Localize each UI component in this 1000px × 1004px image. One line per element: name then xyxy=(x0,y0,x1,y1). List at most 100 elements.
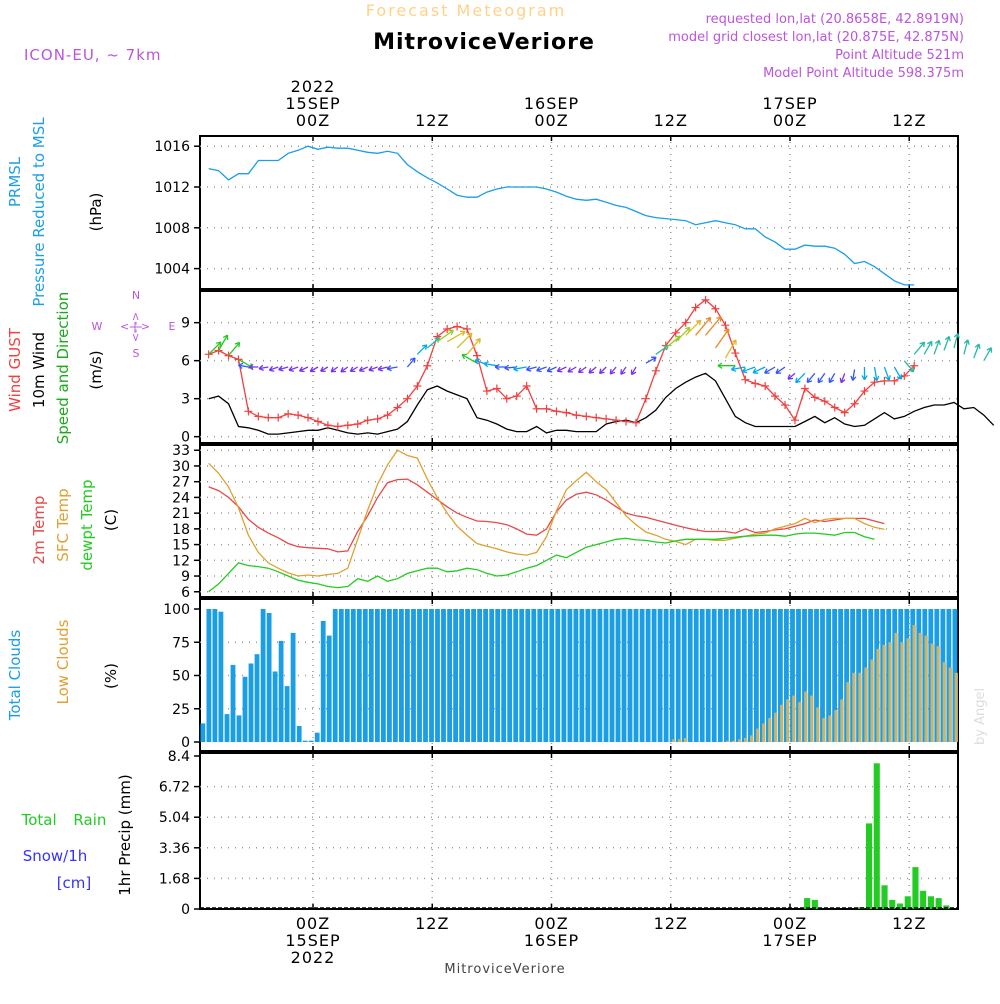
total-cloud-bar-17 xyxy=(302,740,308,742)
wind-arrow-44 xyxy=(645,356,657,364)
wind-arrow-19 xyxy=(386,365,398,372)
wind-arrow-57 xyxy=(764,366,776,374)
wind-arrow-66 xyxy=(861,367,868,381)
wind-arrow-14 xyxy=(340,366,349,373)
total-cloud-bar-55 xyxy=(531,609,537,742)
bottom-axis-label-0-0: 00Z xyxy=(296,914,330,933)
wind-ylabel-1: 10m Wind xyxy=(30,332,48,408)
wind-arrow-58 xyxy=(775,366,786,374)
gust-marker-14 xyxy=(343,421,352,430)
wind-arrow-13 xyxy=(330,366,339,373)
total-cloud-bar-12 xyxy=(272,671,278,742)
total-cloud-bar-26 xyxy=(356,609,362,742)
total-cloud-bar-15 xyxy=(290,632,296,742)
total-cloud-bar-87 xyxy=(723,609,729,742)
gust-marker-16 xyxy=(363,416,372,425)
wind-arrow-7 xyxy=(268,365,279,372)
precip-bar-86 xyxy=(866,823,873,909)
gust-marker-30 xyxy=(502,394,511,403)
total-cloud-bar-63 xyxy=(579,609,585,742)
low-cloud-bar-108 xyxy=(852,672,856,742)
top-axis-label-0-0: 2022 xyxy=(291,77,336,96)
total-cloud-bar-65 xyxy=(591,609,597,742)
wind-arrow-69 xyxy=(893,366,903,380)
gust-marker-3 xyxy=(234,355,243,364)
total-cloud-bar-0 xyxy=(200,723,206,742)
credit-watermark: by Angel xyxy=(973,688,988,745)
low-cloud-bar-119 xyxy=(918,632,922,742)
total-cloud-bar-86 xyxy=(717,609,723,742)
gust-marker-33 xyxy=(532,404,541,413)
gust-marker-20 xyxy=(403,394,412,403)
total-cloud-bar-29 xyxy=(375,609,380,742)
gust-marker-38 xyxy=(582,412,591,421)
total-cloud-bar-60 xyxy=(561,609,567,742)
wind-ylabel-0: Wind GUST xyxy=(6,327,24,412)
low-cloud-bar-121 xyxy=(930,643,934,742)
low-cloud-bar-102 xyxy=(816,707,820,742)
wind-arrow-9 xyxy=(288,365,299,372)
sfc-temp-line xyxy=(208,449,885,577)
bottom-axis-label-2-0: 00Z xyxy=(534,914,568,933)
precip-bar-96 xyxy=(943,905,950,909)
wind-arrow-30 xyxy=(494,363,507,371)
total-cloud-bar-82 xyxy=(693,609,699,742)
total-cloud-bar-69 xyxy=(615,609,621,742)
gust-marker-51 xyxy=(711,304,720,313)
gust-marker-24 xyxy=(443,325,452,333)
wind-arrow-17 xyxy=(368,365,378,372)
ytick-label-clouds-4: 100 xyxy=(163,602,190,618)
wind-arrow-76 xyxy=(963,339,970,355)
ytick-label-temperature-0: 6 xyxy=(181,585,190,601)
wind-arrow-68 xyxy=(883,366,891,381)
temp-ylabel-3: (C) xyxy=(102,509,120,531)
wind-arrow-27 xyxy=(461,353,478,364)
pressure-ylabel-2: (hPa) xyxy=(87,193,105,232)
low-cloud-bar-93 xyxy=(762,723,766,742)
gust-marker-9 xyxy=(294,411,303,420)
total-cloud-bar-8 xyxy=(248,663,254,742)
total-cloud-bar-16 xyxy=(296,726,302,742)
gust-marker-45 xyxy=(651,366,660,375)
precip-bar-90 xyxy=(896,903,903,909)
total-cloud-bar-19 xyxy=(314,732,320,742)
total-cloud-bar-49 xyxy=(495,609,501,742)
total-cloud-bar-7 xyxy=(242,676,248,742)
model-point-altitude: Model Point Altitude 598.375m xyxy=(763,66,964,81)
cloud-ylabel-2: (%) xyxy=(102,663,120,689)
ytick-label-clouds-3: 75 xyxy=(172,635,190,651)
wind-arrow-16 xyxy=(358,366,368,373)
low-cloud-bar-117 xyxy=(906,638,910,742)
gust-marker-47 xyxy=(671,328,680,337)
total-cloud-bar-13 xyxy=(278,640,284,742)
wind-arrow-35 xyxy=(546,366,557,373)
ytick-label-clouds-0: 0 xyxy=(181,735,190,751)
top-axis-label-4-0: 17SEP xyxy=(762,94,817,113)
wind-arrow-48 xyxy=(685,319,702,336)
wind-arrow-63 xyxy=(828,372,836,384)
footer-location: MitroviceVeriore xyxy=(444,962,565,977)
wind-arrow-5 xyxy=(248,363,259,371)
ytick-label-temperature-3: 15 xyxy=(172,538,190,554)
wind-arrow-49 xyxy=(695,316,712,336)
closest-coords: model grid closest lon,lat (20.875E, 42.… xyxy=(668,30,964,45)
wind-arrow-11 xyxy=(309,366,319,373)
wind-arrow-62 xyxy=(817,372,826,384)
total-cloud-bar-59 xyxy=(555,609,561,742)
total-cloud-bar-35 xyxy=(411,609,416,742)
low-cloud-bar-114 xyxy=(888,642,892,743)
ytick-label-wind-0: 0 xyxy=(181,430,190,446)
top-axis-label-0-2: 00Z xyxy=(296,111,330,130)
total-cloud-bar-9 xyxy=(254,654,260,742)
total-cloud-bar-25 xyxy=(350,609,356,742)
wind-ylabel-2: Speed and Direction xyxy=(54,292,72,445)
wind-arrow-34 xyxy=(536,366,547,373)
low-cloud-bar-97 xyxy=(786,699,790,742)
ytick-label-temperature-2: 12 xyxy=(172,553,190,569)
total-cloud-bar-43 xyxy=(459,609,464,742)
precip-bar-79 xyxy=(811,899,818,909)
wind-arrow-18 xyxy=(377,365,388,372)
compass-s: S xyxy=(133,347,140,360)
total-cloud-bar-46 xyxy=(477,609,482,742)
